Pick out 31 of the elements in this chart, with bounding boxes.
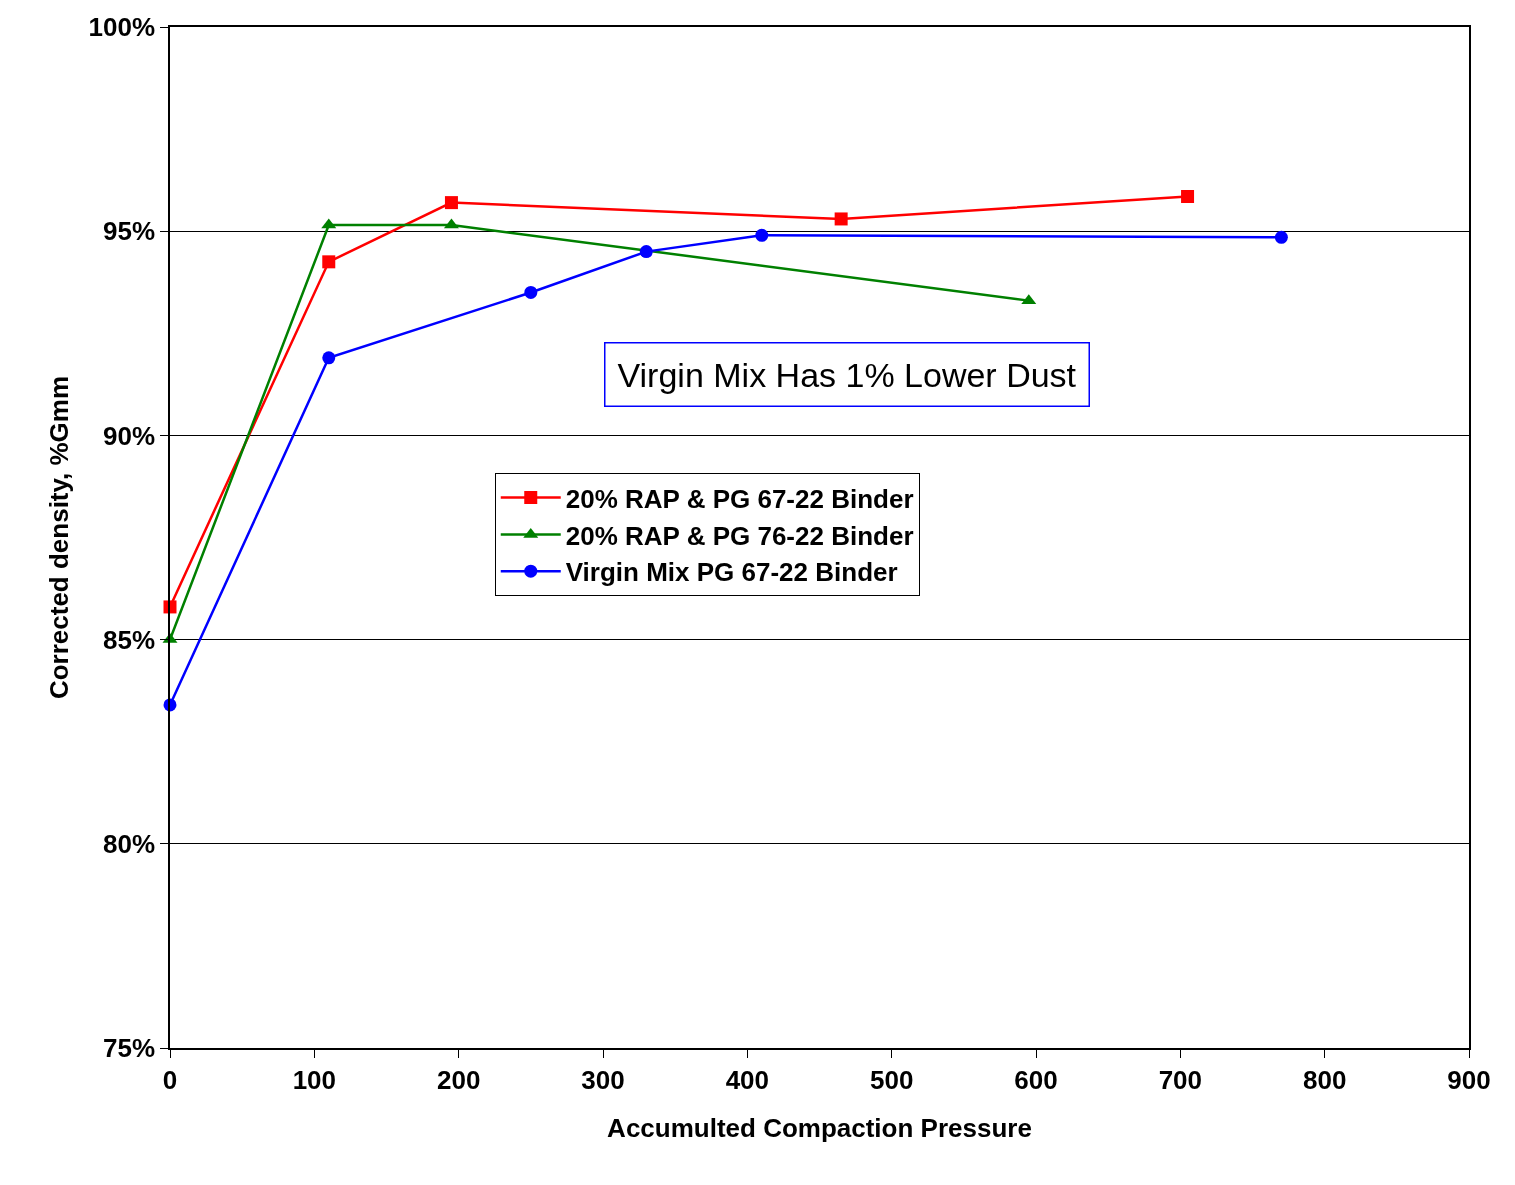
x-tick-label: 100 [292,1064,337,1095]
point [524,285,538,299]
y-axis-title: Corrected density, %Gmm [44,375,75,700]
x-tick-label: 500 [869,1064,914,1095]
x-axis-title: Accumulted Compaction Pressure [607,1113,1032,1144]
point [834,212,848,226]
point [1274,230,1288,244]
legend-label: 20% RAP & PG 76-22 Binder [565,520,914,551]
y-tick-label: 100% [88,12,156,43]
point [322,351,336,365]
x-tick-label: 400 [725,1064,770,1095]
point [1181,189,1195,203]
x-tick-label: 700 [1158,1064,1203,1095]
legend-label: 20% RAP & PG 67-22 Binder [565,483,914,514]
x-tick-label: 800 [1302,1064,1347,1095]
y-tick-label: 90% [103,420,156,451]
x-tick-label: 0 [162,1064,178,1095]
x-tick-label: 300 [581,1064,625,1095]
x-tick-label: 600 [1014,1064,1058,1095]
annotation: Virgin Mix Has 1% Lower Dust [617,355,1077,394]
x-tick-label: 200 [436,1064,481,1095]
point [639,245,653,259]
point [444,196,458,210]
point [755,228,769,242]
y-tick-label: 95% [103,216,156,247]
x-tick-label: 900 [1447,1064,1491,1095]
y-tick-label: 75% [103,1033,156,1064]
y-tick-label: 85% [103,624,156,655]
point [322,255,336,269]
legend-label: Virgin Mix PG 67-22 Binder [565,557,898,588]
y-tick-label: 80% [103,828,156,859]
